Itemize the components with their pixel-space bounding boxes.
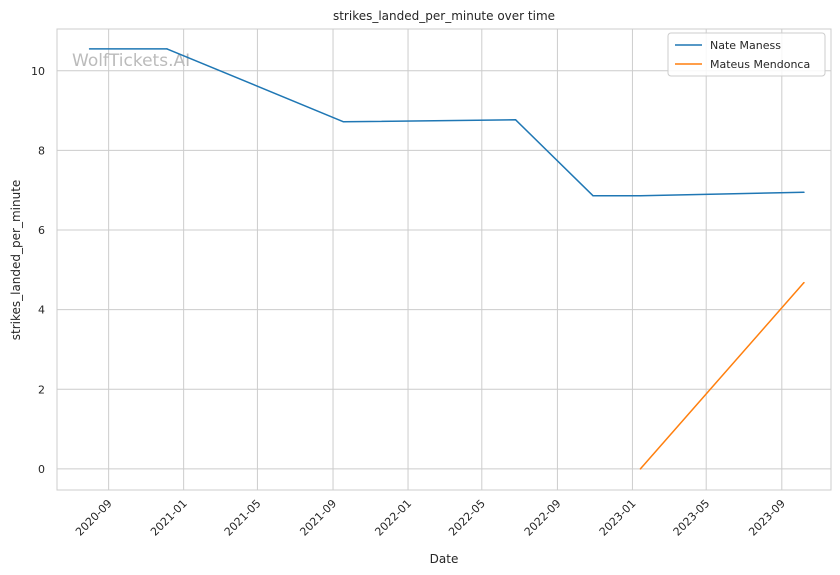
y-axis-label: strikes_landed_per_minute <box>9 180 23 341</box>
series-0-point-3 <box>514 119 517 121</box>
legend: Nate Maness Mateus Mendonca <box>667 32 826 77</box>
x-tick-label: 2022-05 <box>446 497 488 539</box>
x-tick-label: 2020-09 <box>73 497 115 539</box>
series-layer <box>88 48 805 470</box>
x-tick-label: 2023-09 <box>746 497 788 539</box>
x-tick-label: 2022-01 <box>372 497 414 539</box>
series-0-point-5 <box>639 195 642 197</box>
legend-label-series-0: Nate Maness <box>710 39 781 52</box>
y-axis-ticks: 0 2 4 6 8 10 <box>31 65 45 476</box>
x-tick-label: 2023-01 <box>597 497 639 539</box>
x-tick-label: 2022-09 <box>522 497 564 539</box>
y-tick-label: 4 <box>38 304 45 317</box>
x-axis-label: Date <box>430 552 459 566</box>
series-0-point-1 <box>166 48 168 50</box>
x-tick-label: 2021-05 <box>222 497 264 539</box>
series-0-point-4 <box>592 195 594 197</box>
series-1-point-0 <box>639 468 642 470</box>
y-tick-label: 8 <box>38 144 45 157</box>
series-0-point-6 <box>803 191 805 193</box>
y-tick-label: 0 <box>38 463 45 476</box>
watermark: WolfTickets.AI <box>72 51 190 71</box>
y-tick-label: 2 <box>38 383 45 396</box>
series-line-1 <box>639 282 805 470</box>
series-0-point-0 <box>88 48 91 50</box>
x-tick-label: 2023-05 <box>671 497 713 539</box>
chart-title: strikes_landed_per_minute over time <box>333 9 555 23</box>
y-tick-label: 10 <box>31 65 45 78</box>
legend-box <box>667 32 826 77</box>
grid <box>57 29 831 490</box>
x-tick-label: 2021-01 <box>148 497 190 539</box>
x-axis-ticks: 2020-09 2021-01 2021-05 2021-09 2022-01 2022-… <box>73 497 788 539</box>
plot-frame <box>56 28 832 491</box>
x-tick-label: 2021-09 <box>297 497 339 539</box>
series-0-point-2 <box>342 121 345 123</box>
series-1-point-1 <box>803 281 805 284</box>
legend-label-series-1: Mateus Mendonca <box>710 58 810 71</box>
y-tick-label: 6 <box>38 224 45 237</box>
